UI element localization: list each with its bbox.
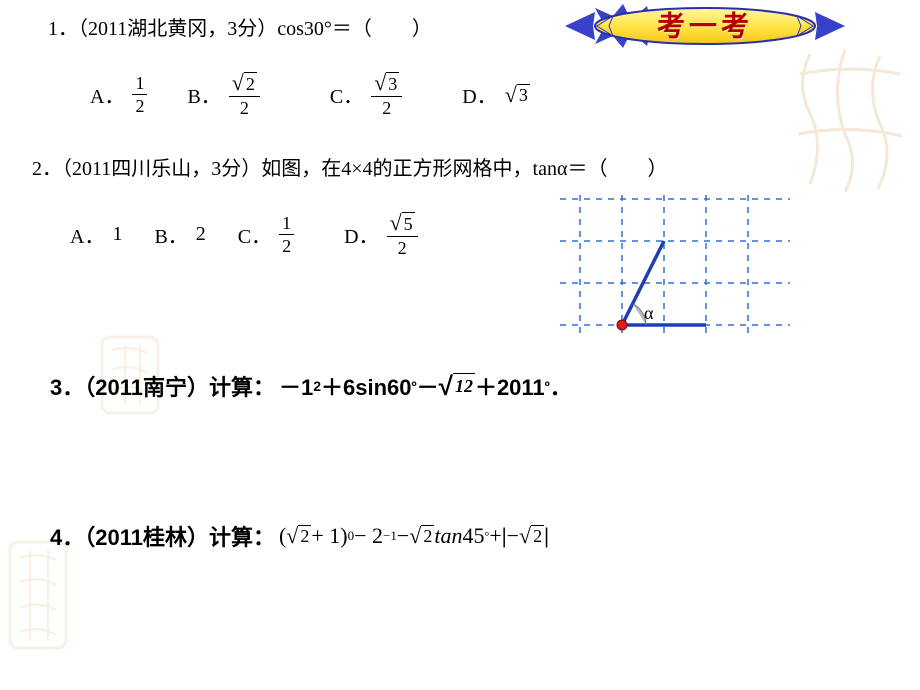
q1-stem-text: 1．（2011湖北黄冈，3分）cos30°＝（ ） [48, 12, 432, 41]
q1-stem: 1．（2011湖北黄冈，3分）cos30°＝（ ） [48, 12, 432, 41]
seal-decoration-bottom-left [8, 540, 68, 650]
q2-option-a: A． 1 [70, 220, 122, 249]
q1-d-label: D． [462, 80, 496, 109]
q1-c-label: C． [330, 80, 363, 109]
q1-a-label: A． [90, 80, 124, 109]
q4-expr: ( √2 + 1)0 − 2−1 − √2 tan 45° + − √2 [279, 523, 549, 549]
banner-burst: 考一考 [565, 2, 845, 50]
banner-text: 考一考 [657, 4, 753, 44]
q2-stem-text: 2．（2011四川乐山，3分）如图，在4×4的正方形网格中，tanα＝（ ） [32, 152, 667, 181]
q1-options: A． 12 B． √2 2 C． √3 2 D． √3 [90, 72, 530, 117]
q2-option-c: C． 12 [238, 214, 294, 255]
q2-options: A． 1 B． 2 C． 12 D． √5 2 [70, 212, 418, 257]
q1-option-b: B． √2 2 [187, 72, 259, 117]
q4-prefix: 4．（2011桂林）计算： [50, 520, 275, 552]
q2-grid-figure: α [560, 195, 790, 325]
svg-text:α: α [644, 303, 654, 323]
q3-prefix: 3．（2011南宁）计算： [50, 370, 275, 402]
q3-stem: 3．（2011南宁）计算： －12 ＋6sin60º － √12 ＋2011º … [50, 370, 572, 402]
q1-option-a: A． 12 [90, 74, 147, 115]
q2-option-d: D． √5 2 [344, 212, 418, 257]
q2-option-b: B． 2 [154, 220, 205, 249]
q2-stem: 2．（2011四川乐山，3分）如图，在4×4的正方形网格中，tanα＝（ ） [32, 152, 667, 181]
q1-option-d: D． √3 [462, 80, 530, 109]
q1-option-c: C． √3 2 [330, 72, 402, 117]
q4-stem: 4．（2011桂林）计算： ( √2 + 1)0 − 2−1 − √2 tan … [50, 520, 549, 552]
q1-b-label: B． [187, 80, 220, 109]
q3-expr: －12 ＋6sin60º － √12 ＋2011º ． [279, 370, 572, 402]
seal-decoration-top-right [790, 44, 910, 194]
